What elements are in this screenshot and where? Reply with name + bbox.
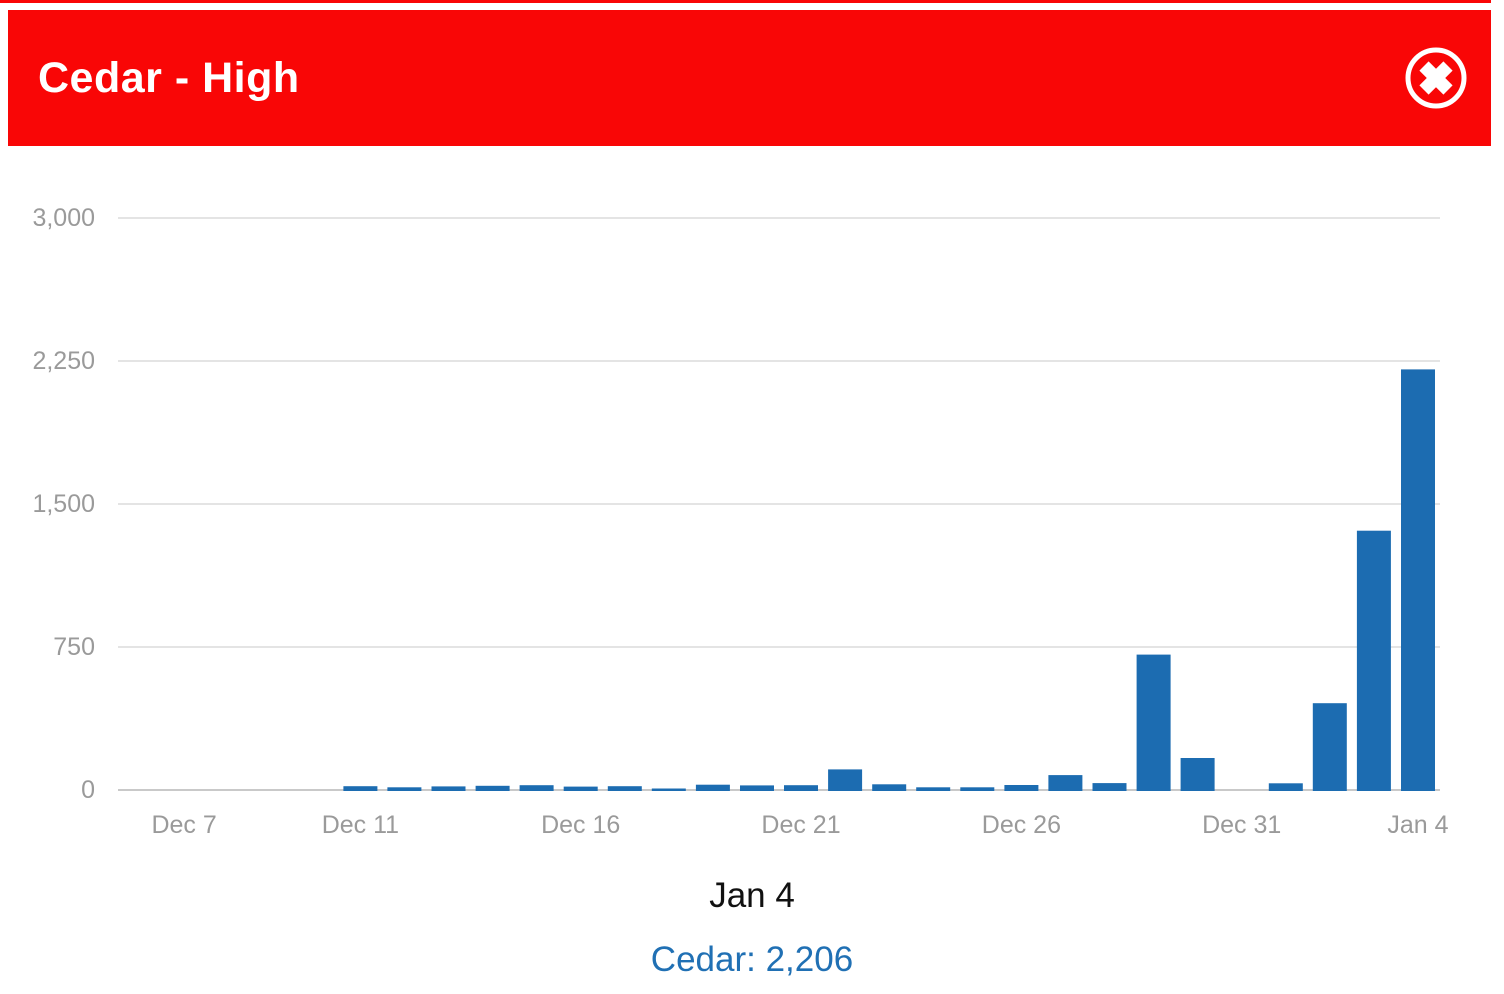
bar-dec-13[interactable] — [431, 786, 466, 791]
bar-dec-15[interactable] — [519, 785, 554, 791]
bar-dec-20[interactable] — [740, 785, 774, 791]
y-tick-label: 2,250 — [32, 347, 95, 375]
y-tick-label: 0 — [81, 776, 95, 804]
bar-dec-25[interactable] — [960, 787, 995, 791]
tooltip-series-value: 2,206 — [765, 940, 854, 979]
bar-dec-11[interactable] — [343, 786, 378, 791]
x-tick-label: Dec 21 — [761, 811, 840, 839]
bar-dec-12[interactable] — [387, 787, 422, 791]
x-tick-label: Dec 31 — [1202, 811, 1281, 839]
x-tick-label: Dec 7 — [151, 811, 216, 839]
close-icon — [1405, 47, 1467, 109]
bar-dec-18[interactable] — [651, 788, 686, 792]
top-border — [0, 0, 1491, 3]
bar-dec-26[interactable] — [1004, 785, 1039, 791]
bar-dec-19[interactable] — [695, 784, 730, 791]
bar-jan-1[interactable] — [1268, 783, 1303, 791]
bar-dec-17[interactable] — [607, 786, 642, 791]
tooltip-value: Cedar: 2,206 — [0, 940, 1504, 980]
bar-dec-30[interactable] — [1180, 758, 1215, 791]
bar-jan-4[interactable] — [1401, 369, 1435, 791]
bar-jan-2[interactable] — [1312, 703, 1347, 791]
bar-dec-28[interactable] — [1092, 783, 1127, 791]
x-tick-label: Dec 16 — [541, 811, 620, 839]
tooltip-date: Jan 4 — [709, 876, 795, 915]
y-tick-label: 1,500 — [32, 490, 95, 518]
modal-header: Cedar - High — [8, 10, 1491, 146]
modal-title: Cedar - High — [38, 53, 300, 102]
x-tick-label: Dec 26 — [982, 811, 1061, 839]
bar-dec-23[interactable] — [872, 784, 907, 791]
bar-jan-3[interactable] — [1356, 530, 1391, 791]
tooltip-series-label: Cedar: — [650, 940, 756, 979]
bar-dec-27[interactable] — [1048, 775, 1083, 791]
bar-dec-21[interactable] — [784, 785, 818, 791]
y-tick-label: 750 — [53, 633, 95, 661]
bar-dec-14[interactable] — [475, 785, 510, 791]
bar-chart[interactable]: 0 750 1,500 2,250 3,000 Dec 7 Dec 11 Dec 16 Dec … — [0, 146, 1504, 852]
x-tick-label: Dec 11 — [322, 811, 399, 839]
bar-dec-22[interactable] — [828, 769, 863, 791]
y-tick-label: 3,000 — [32, 204, 95, 232]
bar-dec-24[interactable] — [916, 787, 951, 791]
bar-dec-16[interactable] — [563, 786, 598, 791]
close-button[interactable] — [1403, 45, 1469, 111]
x-tick-label: Jan 4 — [1387, 811, 1448, 839]
bar-dec-29[interactable] — [1136, 654, 1171, 791]
